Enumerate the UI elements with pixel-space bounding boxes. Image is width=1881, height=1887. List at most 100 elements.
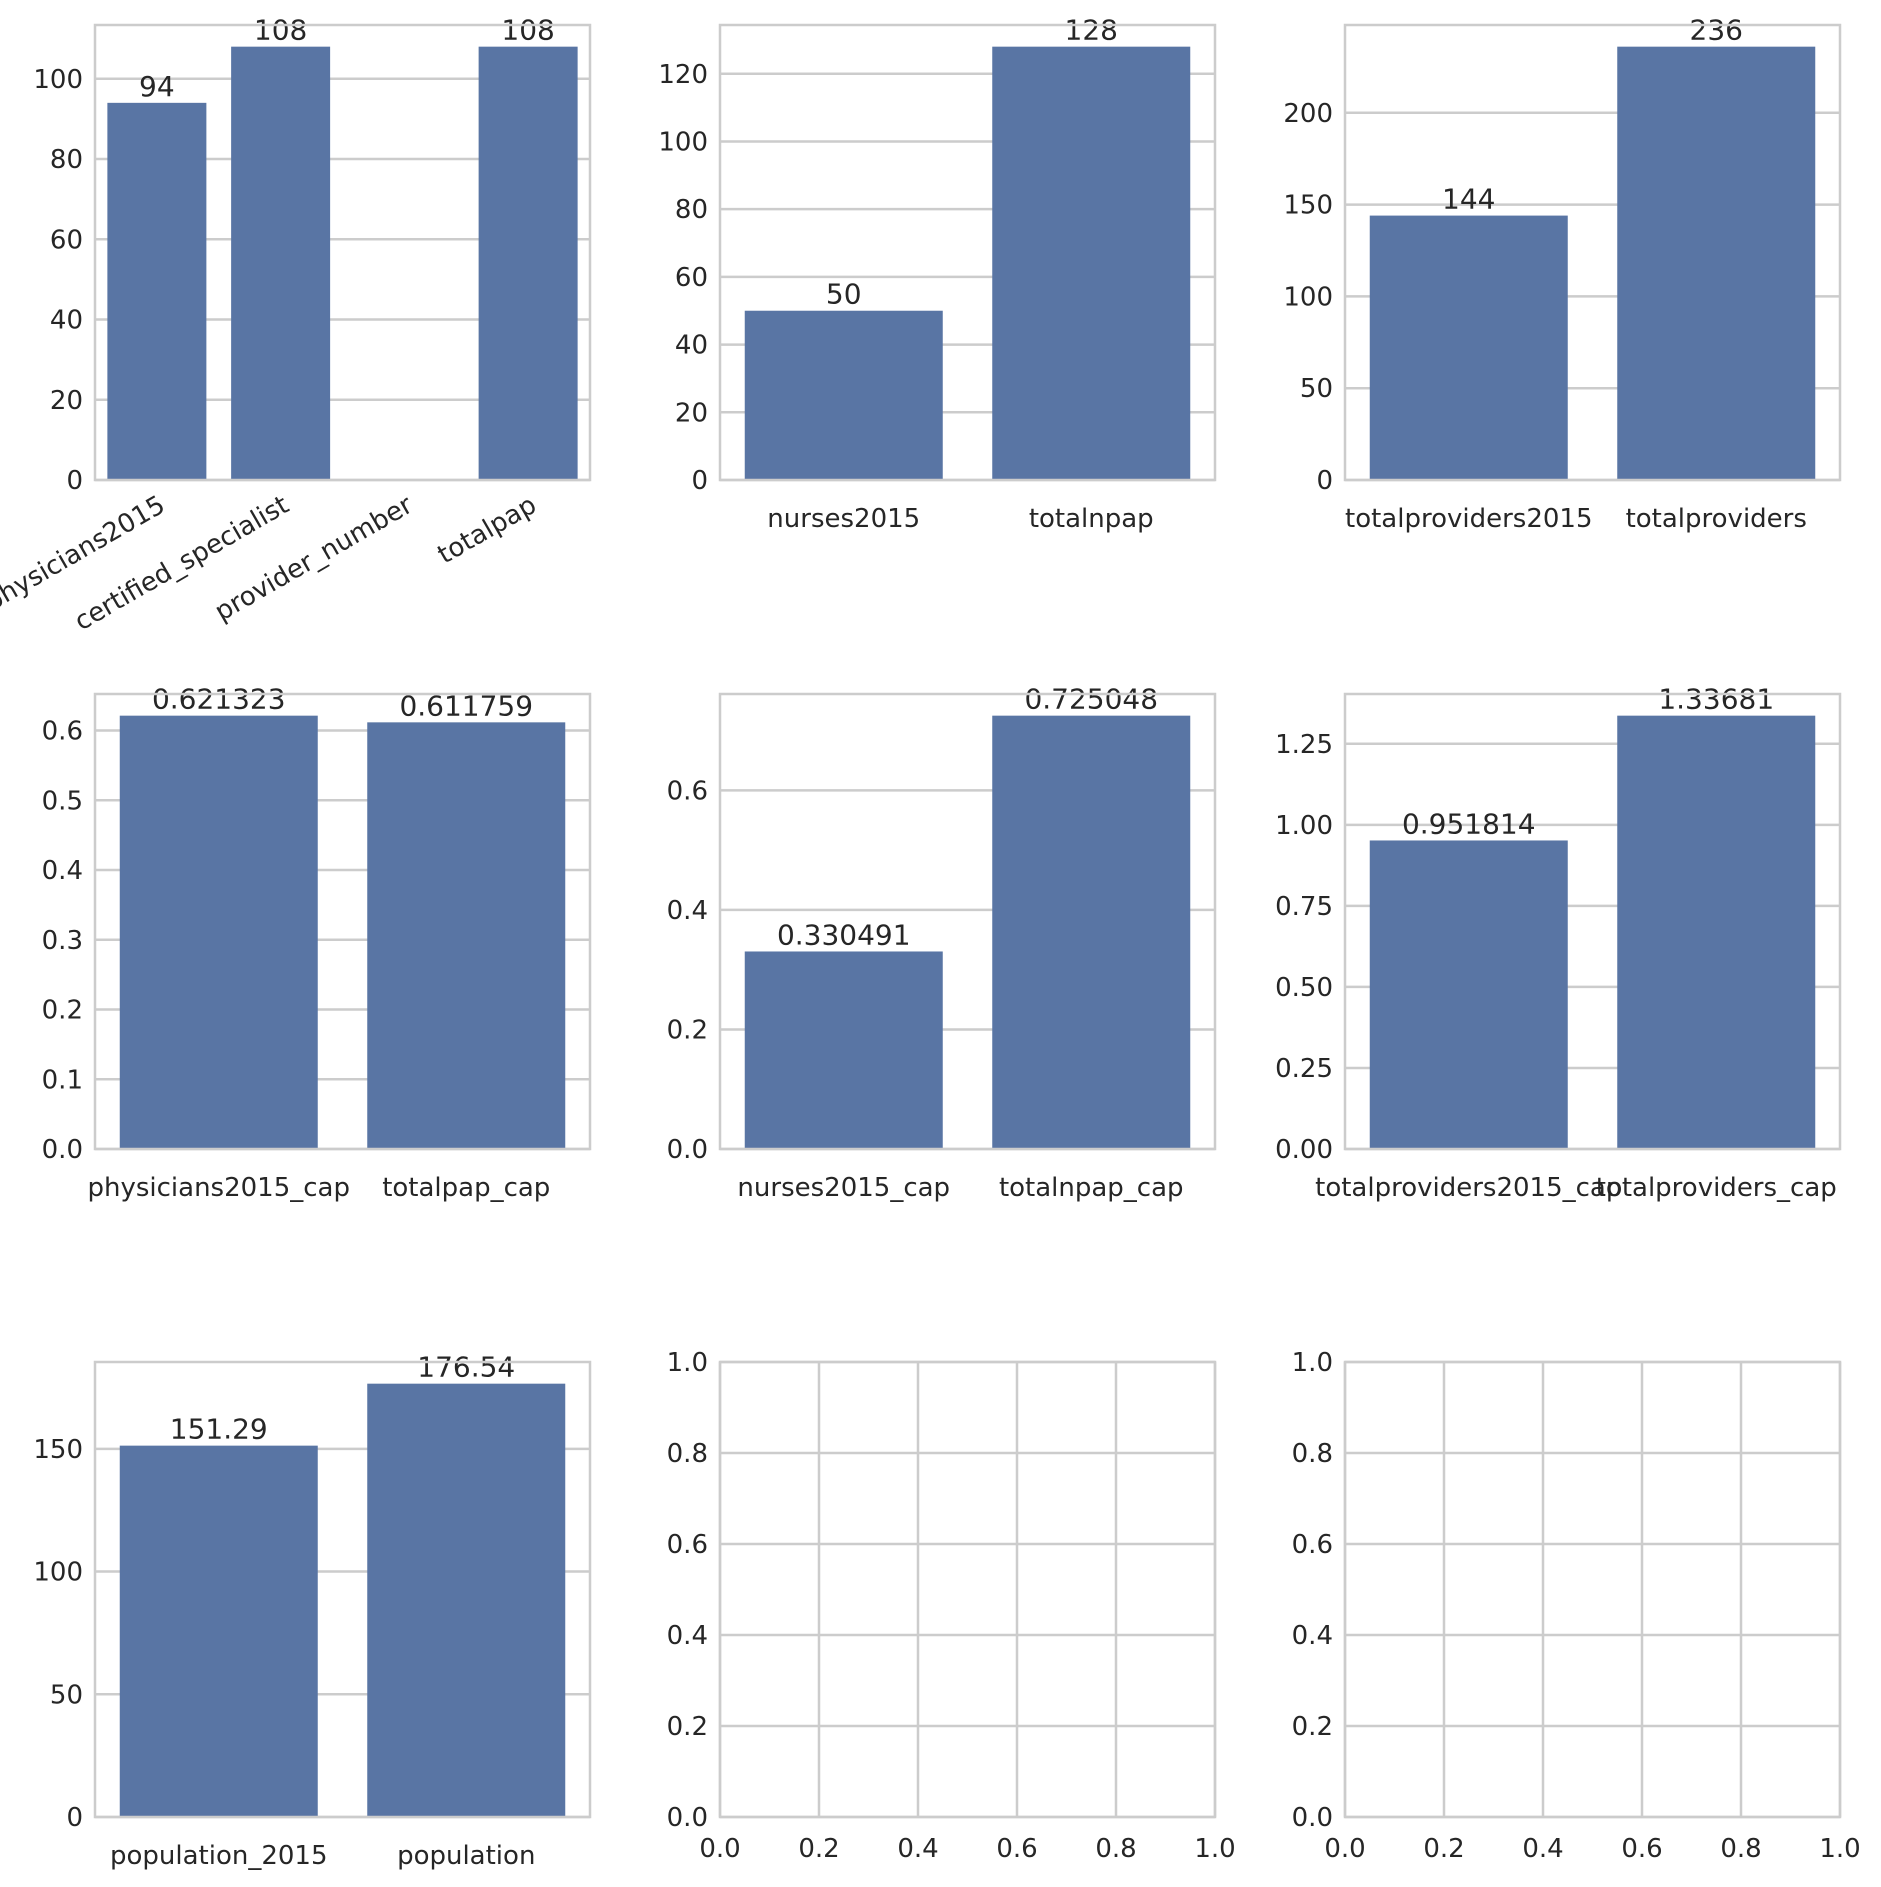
axes-frame (93, 23, 592, 482)
y-tick-label: 0.5 (42, 786, 83, 816)
y-tick-label: 1.0 (1292, 1348, 1333, 1378)
data-label: 144 (1442, 183, 1495, 216)
x-tick-label: 0.4 (897, 1834, 938, 1864)
y-tick-label: 100 (1283, 282, 1333, 312)
y-tick-label: 20 (675, 398, 708, 428)
data-label: 128 (1065, 14, 1118, 47)
subplot-5: 0.0 0.2 0.4 0.6 0.330491 nurses2015_cap 0.7250… (667, 683, 1217, 1203)
y-tick-label: 0.8 (667, 1439, 708, 1469)
x-tick-label: 0.4 (1522, 1834, 1563, 1864)
y-tick-label: 0.4 (1292, 1621, 1333, 1651)
axes-frame (93, 1360, 592, 1819)
y-tick-label: 120 (658, 60, 708, 90)
data-label: 176.54 (417, 1351, 515, 1384)
data-label: 108 (501, 14, 554, 47)
y-tick-label: 150 (1283, 191, 1333, 221)
x-tick-label: totalpap_cap (382, 1173, 550, 1203)
axes-frame (718, 1360, 1217, 1819)
bar (107, 102, 207, 480)
y-tick-label: 0.4 (667, 1621, 708, 1651)
bar (478, 46, 578, 481)
bar (231, 46, 331, 481)
subplot-9: 0.0 0.2 0.4 0.6 0.8 1.0 0.0 0.2 0.4 0.6 0.8 1.0 (1292, 1348, 1861, 1864)
x-tick-label: totalproviders (1626, 504, 1807, 534)
data-label: 1.33681 (1658, 683, 1774, 716)
data-label: 0.951814 (1402, 807, 1536, 840)
y-tick-label: 0 (66, 466, 83, 496)
x-tick-label: totalproviders2015 (1345, 504, 1593, 534)
data-label: 0.725048 (1024, 683, 1158, 716)
y-tick-label: 0 (1316, 466, 1333, 496)
y-tick-label: 60 (675, 263, 708, 293)
y-tick-label: 0.6 (42, 717, 83, 747)
x-tick-label: provider_number (210, 490, 418, 628)
y-tick-label: 0 (691, 466, 708, 496)
y-tick-label: 150 (33, 1435, 83, 1465)
axes-frame (1343, 1360, 1842, 1819)
data-label: 236 (1690, 14, 1743, 47)
data-label: 0.330491 (777, 918, 911, 951)
y-tick-label: 0.3 (42, 926, 83, 956)
bar (1369, 840, 1568, 1149)
y-tick-label: 1.0 (667, 1348, 708, 1378)
y-tick-label: 0.25 (1275, 1054, 1333, 1084)
x-tick-label: 0.6 (1621, 1834, 1662, 1864)
y-tick-label: 0 (66, 1803, 83, 1833)
x-tick-label: 0.0 (699, 1834, 740, 1864)
subplot-8: 0.0 0.2 0.4 0.6 0.8 1.0 0.0 0.2 0.4 0.6 0.8 1.0 (667, 1348, 1236, 1864)
y-tick-label: 60 (50, 225, 83, 255)
bar (119, 715, 318, 1149)
y-tick-label: 0.2 (1292, 1712, 1333, 1742)
y-tick-label: 0.50 (1275, 973, 1333, 1003)
x-tick-label: 0.0 (1324, 1834, 1365, 1864)
x-tick-label: population (397, 1841, 535, 1871)
y-tick-label: 0.00 (1275, 1135, 1333, 1165)
data-label: 0.621323 (152, 683, 286, 716)
x-tick-label: 1.0 (1819, 1834, 1860, 1864)
x-tick-label: 1.0 (1194, 1834, 1235, 1864)
subplot-3: 0 50 100 150 200 144 totalproviders2015 236 tota… (1283, 14, 1842, 534)
bar (744, 310, 943, 480)
bar (1617, 46, 1816, 481)
axes-frame (93, 692, 592, 1151)
y-tick-label: 50 (1300, 374, 1333, 404)
x-tick-label: 0.8 (1095, 1834, 1136, 1864)
x-tick-label: 0.6 (996, 1834, 1037, 1864)
bar (992, 715, 1191, 1149)
x-tick-label: 0.2 (1423, 1834, 1464, 1864)
y-tick-label: 0.4 (42, 856, 83, 886)
x-tick-label: population_2015 (110, 1841, 328, 1871)
axes-frame (1343, 23, 1842, 482)
subplot-4: 0.0 0.1 0.2 0.3 0.4 0.5 0.6 0.621323 physicians2… (42, 683, 592, 1203)
bar (1617, 715, 1816, 1149)
y-tick-label: 40 (675, 331, 708, 361)
data-label: 108 (254, 14, 307, 47)
y-tick-label: 0.2 (667, 1015, 708, 1045)
bar (119, 1445, 318, 1817)
y-tick-label: 40 (50, 306, 83, 336)
subplot-2: 0 20 40 60 80 100 120 50 nurses2015 128 totalnpap (658, 14, 1217, 534)
x-tick-label: 0.8 (1720, 1834, 1761, 1864)
y-tick-label: 0.6 (667, 1530, 708, 1560)
data-label: 151.29 (170, 1413, 268, 1446)
y-tick-label: 20 (50, 386, 83, 416)
y-tick-label: 0.6 (667, 776, 708, 806)
bar (1369, 215, 1568, 481)
subplot-7: 0 50 100 150 151.29 population_2015 176.54 popu… (33, 1351, 592, 1871)
x-tick-label: totalnpap_cap (999, 1173, 1184, 1203)
y-tick-label: 100 (658, 127, 708, 157)
y-tick-label: 0.1 (42, 1065, 83, 1095)
bar (992, 46, 1191, 481)
axes-frame (718, 692, 1217, 1151)
y-tick-label: 0.8 (1292, 1439, 1333, 1469)
axes-frame (1343, 692, 1842, 1151)
y-tick-label: 0.6 (1292, 1530, 1333, 1560)
y-tick-label: 0.2 (667, 1712, 708, 1742)
y-tick-label: 50 (50, 1680, 83, 1710)
y-tick-label: 1.25 (1275, 730, 1333, 760)
y-tick-label: 80 (50, 145, 83, 175)
data-label: 50 (826, 278, 862, 311)
x-tick-label: totalpap (433, 490, 542, 570)
y-tick-label: 0.4 (667, 896, 708, 926)
